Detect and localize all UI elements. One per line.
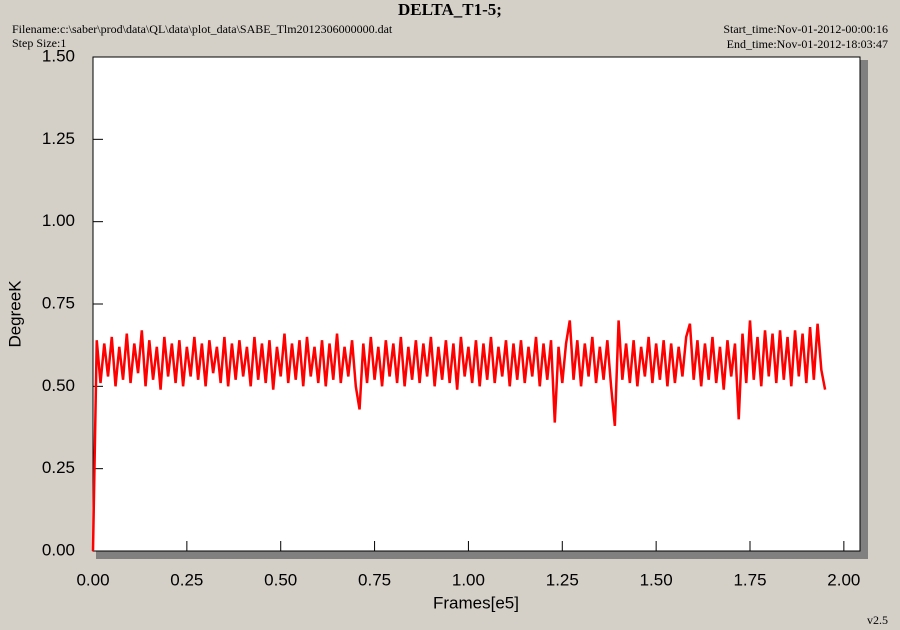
plot-area [92, 56, 861, 552]
y-tick-label: 1.25 [42, 129, 75, 148]
y-tick-label: 0.75 [42, 293, 75, 312]
x-tick-label: 1.25 [546, 570, 579, 589]
x-tick-label: 0.75 [358, 570, 391, 589]
x-axis-label: Frames[e5] [433, 593, 519, 612]
filename: Filename:c:\saber\prod\data\QL\data\plot… [12, 22, 393, 36]
data-line [91, 320, 827, 552]
chart-title: DELTA_T1-5; [398, 0, 502, 19]
version: v2.5 [867, 613, 888, 627]
x-tick-label: 0.50 [264, 570, 297, 589]
y-tick-label: 0.50 [42, 376, 75, 395]
x-tick-label: 0.00 [76, 570, 109, 589]
y-axis-label: DegreeK [5, 280, 24, 348]
step-size: Step Size:1 [12, 36, 66, 50]
end-time: End_time:Nov-01-2012-18:03:47 [727, 37, 888, 51]
y-tick-label: 0.00 [42, 540, 75, 559]
y-tick-label: 0.25 [42, 458, 75, 477]
y-tick-label: 1.50 [42, 46, 75, 65]
x-tick-label: 1.00 [452, 570, 485, 589]
x-tick-label: 1.75 [733, 570, 766, 589]
y-tick-label: 1.00 [42, 211, 75, 230]
x-tick-label: 0.25 [170, 570, 203, 589]
x-tick-label: 1.50 [640, 570, 673, 589]
x-tick-label: 2.00 [827, 570, 860, 589]
start-time: Start_time:Nov-01-2012-00:00:16 [723, 22, 888, 36]
